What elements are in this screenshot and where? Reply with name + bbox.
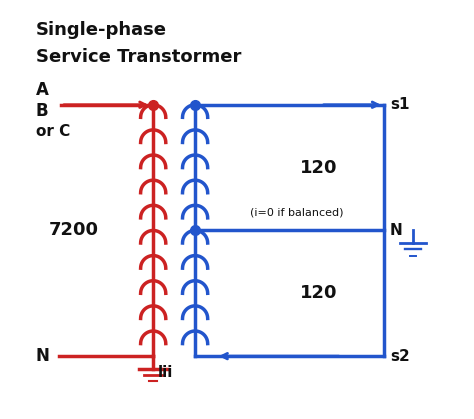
Text: Service Transtormer: Service Transtormer — [36, 48, 241, 66]
Text: N: N — [390, 223, 403, 238]
Text: 120: 120 — [300, 159, 337, 176]
Text: 120: 120 — [300, 285, 337, 302]
Text: 7200: 7200 — [48, 222, 99, 239]
Text: A: A — [36, 81, 49, 99]
Text: lii: lii — [157, 365, 173, 380]
Text: Single-phase: Single-phase — [36, 21, 167, 39]
Text: or C: or C — [36, 124, 70, 140]
Text: (i=0 if balanced): (i=0 if balanced) — [250, 208, 343, 218]
Text: B: B — [36, 102, 48, 120]
Text: s1: s1 — [390, 97, 410, 112]
Text: N: N — [36, 347, 50, 365]
Text: s2: s2 — [390, 349, 410, 364]
